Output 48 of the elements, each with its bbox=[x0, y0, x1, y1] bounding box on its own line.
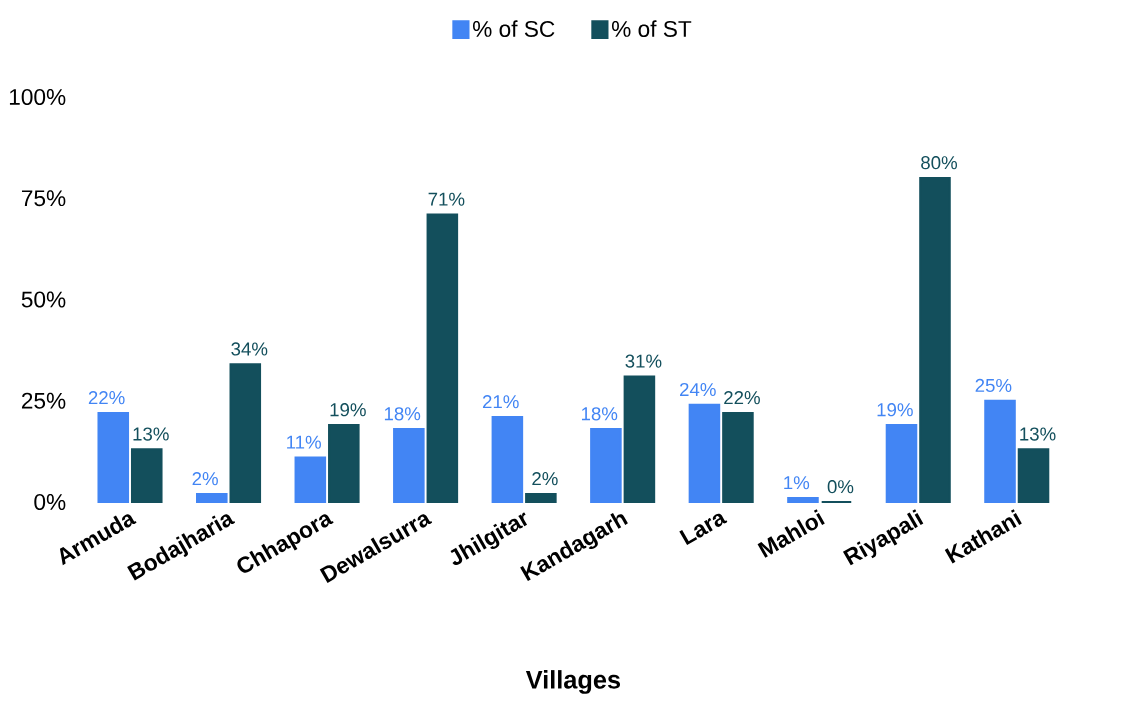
bar bbox=[525, 492, 557, 503]
data-label: 0% bbox=[827, 480, 854, 494]
y-tick-label: 25% bbox=[21, 392, 66, 409]
bar bbox=[393, 428, 425, 503]
x-axis-title: Villages bbox=[525, 670, 621, 694]
data-label: 25% bbox=[975, 378, 1012, 393]
bar bbox=[130, 448, 163, 503]
bar bbox=[97, 411, 130, 503]
bar bbox=[590, 428, 622, 503]
y-tick-label: 0% bbox=[34, 493, 66, 511]
data-label: 71% bbox=[428, 192, 465, 206]
legend-label: % of ST bbox=[611, 20, 692, 37]
data-label: 11% bbox=[287, 435, 321, 449]
bar bbox=[426, 213, 459, 503]
bar bbox=[984, 399, 1016, 503]
data-label: 13% bbox=[1020, 427, 1056, 441]
bar bbox=[1017, 448, 1050, 503]
data-label: 1% bbox=[784, 476, 810, 490]
data-label: 2% bbox=[532, 472, 558, 486]
bar bbox=[919, 176, 951, 503]
data-label: 19% bbox=[877, 403, 913, 417]
data-label: 24% bbox=[680, 382, 716, 397]
bar bbox=[294, 456, 327, 503]
legend-label: % of SC bbox=[472, 20, 555, 37]
bar bbox=[196, 492, 228, 503]
bar bbox=[623, 375, 656, 503]
data-label: 80% bbox=[921, 156, 957, 170]
y-tick-label: 50% bbox=[21, 291, 66, 308]
data-label: 22% bbox=[724, 391, 760, 405]
data-label: 18% bbox=[581, 407, 618, 421]
bar bbox=[328, 424, 360, 503]
bar bbox=[229, 363, 262, 503]
bar bbox=[491, 415, 524, 503]
data-label: 13% bbox=[133, 427, 169, 441]
bar bbox=[885, 424, 918, 503]
data-label: 19% bbox=[330, 403, 366, 417]
data-label: 22% bbox=[88, 391, 125, 405]
bar bbox=[722, 411, 754, 503]
data-label: 21% bbox=[482, 395, 519, 409]
data-label: 31% bbox=[625, 354, 662, 368]
data-label: 34% bbox=[231, 342, 268, 356]
data-label: 18% bbox=[384, 407, 421, 421]
y-tick-label: 100% bbox=[9, 88, 66, 106]
y-tick-label: 75% bbox=[21, 190, 66, 207]
data-label: 2% bbox=[192, 472, 218, 486]
x-tick-label: Lara bbox=[679, 513, 728, 546]
bar bbox=[787, 496, 819, 503]
bar bbox=[688, 403, 721, 503]
